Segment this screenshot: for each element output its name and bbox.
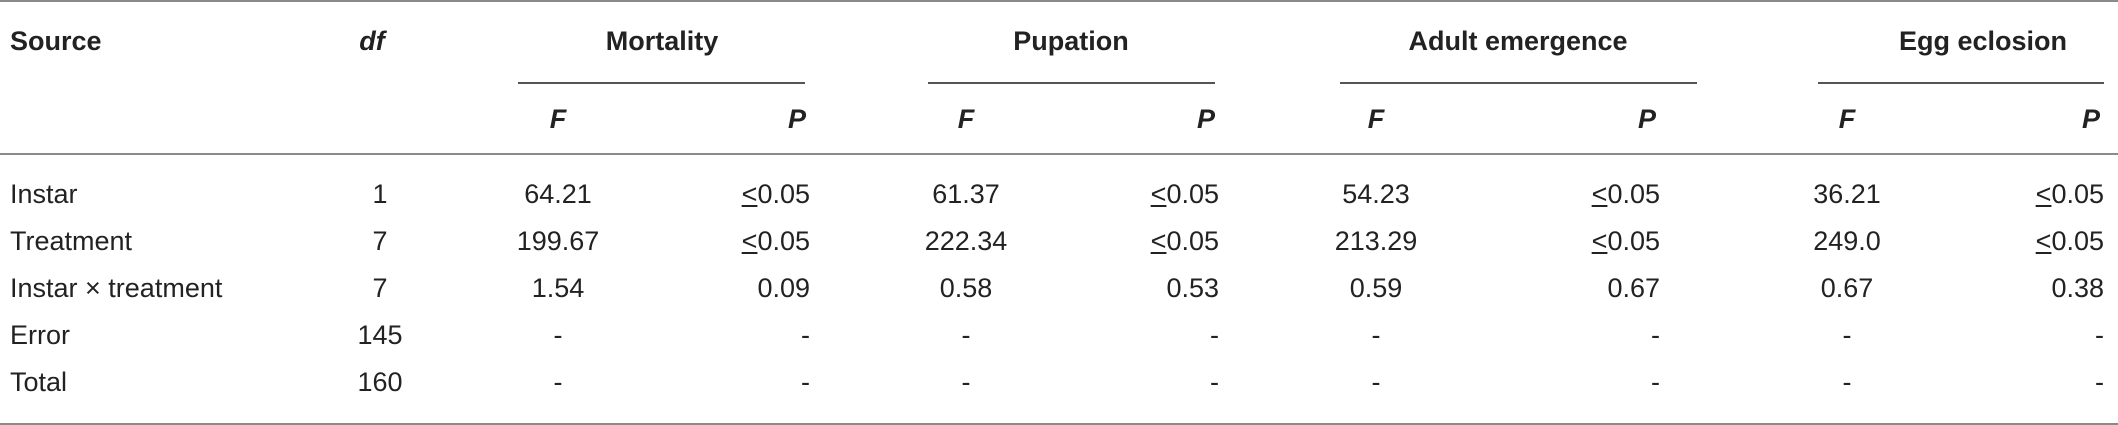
p-value: 0.05 [1166, 179, 1219, 209]
less-equal-sign: < [2035, 179, 2052, 209]
cell-f: - [553, 320, 563, 350]
cell-p: <0.05 [742, 177, 810, 211]
p-value: 0.05 [2051, 226, 2104, 256]
column-header-p: P [2081, 104, 2100, 134]
column-header-df: df [359, 26, 385, 56]
cell-f: 36.21 [1813, 179, 1881, 209]
cell-f: 61.37 [932, 179, 1000, 209]
row-df: 160 [357, 367, 403, 397]
cell-f: 199.67 [516, 226, 600, 256]
cell-f: 1.54 [531, 273, 585, 303]
cell-f: 64.21 [524, 179, 592, 209]
cell-f: - [961, 320, 971, 350]
row-df: 7 [372, 273, 388, 303]
less-equal-sign: < [1150, 179, 1167, 209]
cell-f: - [1371, 367, 1381, 397]
p-value: 0.05 [1607, 226, 1660, 256]
cell-f: 0.67 [1820, 273, 1874, 303]
less-equal-sign: < [741, 226, 758, 256]
row-source: Treatment [10, 226, 133, 256]
row-df: 1 [372, 179, 388, 209]
cell-p: <0.05 [1151, 224, 1219, 258]
cell-p: - [801, 365, 810, 399]
cell-p: <0.05 [2036, 177, 2104, 211]
p-value: - [1210, 320, 1219, 350]
column-header-p: P [1637, 104, 1656, 134]
cell-p: - [801, 318, 810, 352]
p-value: - [801, 320, 810, 350]
cell-p: <0.05 [742, 224, 810, 258]
p-value: 0.05 [757, 179, 810, 209]
p-value: - [1651, 320, 1660, 350]
cell-p: <0.05 [1592, 224, 1660, 258]
cell-p: - [2095, 318, 2104, 352]
column-header-source: Source [10, 26, 102, 56]
less-equal-sign: < [1150, 226, 1167, 256]
cell-p: 0.53 [1166, 271, 1219, 305]
cell-p: 0.67 [1607, 271, 1660, 305]
p-value: 0.05 [1607, 179, 1660, 209]
cell-p: 0.09 [757, 271, 810, 305]
column-header-f: F [1367, 104, 1385, 134]
group-underline [1818, 82, 2104, 84]
cell-p: - [1651, 365, 1660, 399]
cell-p: - [1651, 318, 1660, 352]
bottom-rule [0, 423, 2118, 425]
cell-f: - [1371, 320, 1381, 350]
row-source: Instar × treatment [10, 273, 223, 303]
row-source: Total [10, 367, 68, 397]
row-source: Error [10, 320, 70, 350]
cell-f: 222.34 [924, 226, 1008, 256]
cell-f: - [553, 367, 563, 397]
top-rule [0, 0, 2118, 2]
group-header: Adult emergence [1408, 26, 1628, 56]
cell-f: 213.29 [1334, 226, 1418, 256]
cell-p: - [1210, 365, 1219, 399]
column-header-f: F [1838, 104, 1856, 134]
group-header: Egg eclosion [1898, 26, 2068, 56]
column-header-p: P [787, 104, 806, 134]
row-df: 7 [372, 226, 388, 256]
p-value: - [2095, 320, 2104, 350]
less-equal-sign: < [741, 179, 758, 209]
less-equal-sign: < [1591, 226, 1608, 256]
p-value: 0.53 [1166, 273, 1219, 303]
cell-f: 0.58 [939, 273, 993, 303]
cell-p: 0.38 [2051, 271, 2104, 305]
column-header-f: F [549, 104, 567, 134]
p-value: - [2095, 367, 2104, 397]
group-header: Pupation [1013, 26, 1129, 56]
p-value: 0.38 [2051, 273, 2104, 303]
cell-p: <0.05 [1592, 177, 1660, 211]
p-value: 0.05 [2051, 179, 2104, 209]
cell-f: 249.0 [1813, 226, 1881, 256]
cell-f: 0.59 [1349, 273, 1403, 303]
cell-f: - [1842, 320, 1852, 350]
less-equal-sign: < [1591, 179, 1608, 209]
p-value: - [1651, 367, 1660, 397]
group-underline [928, 82, 1215, 84]
cell-f: - [961, 367, 971, 397]
cell-p: <0.05 [1151, 177, 1219, 211]
p-value: - [1210, 367, 1219, 397]
p-value: 0.09 [757, 273, 810, 303]
group-header: Mortality [605, 26, 719, 56]
cell-p: - [2095, 365, 2104, 399]
cell-f: 54.23 [1342, 179, 1410, 209]
column-header-f: F [957, 104, 975, 134]
row-df: 145 [357, 320, 403, 350]
row-source: Instar [10, 179, 78, 209]
header-rule [0, 153, 2118, 155]
column-header-p: P [1196, 104, 1215, 134]
group-underline [1340, 82, 1697, 84]
group-underline [518, 82, 805, 84]
p-value: - [801, 367, 810, 397]
p-value: 0.05 [757, 226, 810, 256]
p-value: 0.67 [1607, 273, 1660, 303]
cell-f: - [1842, 367, 1852, 397]
less-equal-sign: < [2035, 226, 2052, 256]
cell-p: <0.05 [2036, 224, 2104, 258]
p-value: 0.05 [1166, 226, 1219, 256]
cell-p: - [1210, 318, 1219, 352]
